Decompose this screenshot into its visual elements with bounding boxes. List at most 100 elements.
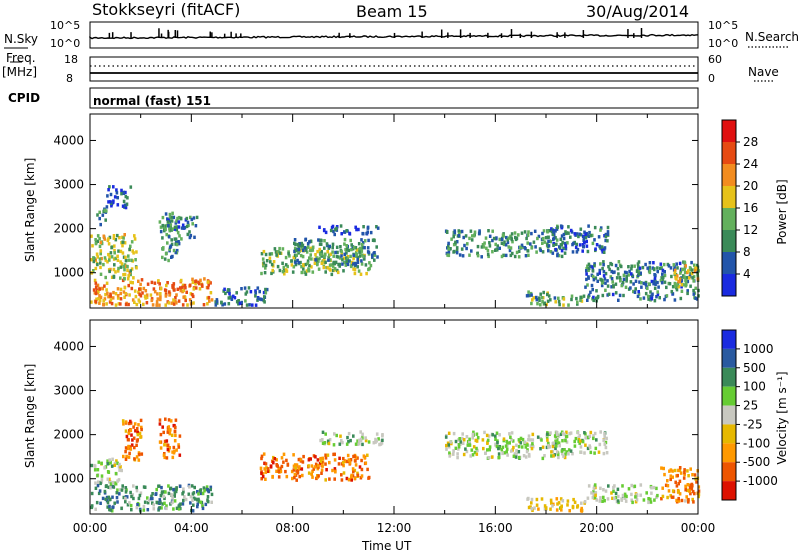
data-cell	[682, 260, 685, 264]
velocity-region-3	[158, 417, 182, 460]
data-cell	[103, 256, 107, 260]
velocity-colorbar-frame	[721, 329, 737, 501]
data-cell	[551, 251, 555, 255]
data-cell	[350, 475, 353, 479]
data-cell	[550, 227, 553, 231]
data-cell	[630, 272, 633, 276]
power-colorbar-segment	[722, 164, 736, 186]
data-cell	[560, 504, 563, 508]
data-cell	[689, 284, 692, 288]
data-cell	[683, 472, 686, 477]
data-cell	[126, 503, 130, 507]
data-cell	[510, 431, 514, 435]
data-cell	[689, 491, 692, 496]
data-cell	[294, 260, 297, 265]
data-cell	[306, 259, 310, 263]
data-cell	[612, 485, 615, 490]
data-cell	[559, 243, 563, 247]
data-cell	[611, 280, 614, 284]
data-cell	[562, 236, 566, 241]
data-cell	[657, 285, 660, 289]
data-cell	[336, 268, 339, 273]
data-cell	[135, 455, 139, 459]
data-cell	[131, 298, 135, 302]
data-cell	[288, 254, 291, 258]
data-cell	[116, 269, 120, 273]
data-cell	[647, 297, 650, 301]
data-cell	[567, 303, 570, 307]
data-cell	[156, 292, 159, 296]
data-cell	[644, 262, 647, 267]
data-cell	[444, 435, 448, 439]
data-cell	[555, 437, 559, 442]
data-cell	[529, 438, 532, 442]
data-cell	[521, 245, 524, 249]
data-cell	[603, 435, 606, 439]
data-cell	[310, 464, 314, 468]
data-cell	[475, 446, 478, 451]
data-cell	[108, 255, 111, 259]
data-cell	[119, 465, 122, 469]
power-region-10	[444, 229, 569, 259]
data-cell	[301, 246, 304, 250]
data-cell	[519, 441, 523, 445]
data-cell	[97, 460, 101, 464]
data-cell	[461, 436, 464, 441]
data-cell	[494, 434, 497, 438]
data-cell	[94, 285, 98, 290]
data-cell	[505, 235, 508, 240]
power-colorbar-segment	[722, 120, 736, 142]
data-cell	[275, 458, 278, 462]
data-cell	[301, 243, 305, 247]
data-cell	[98, 244, 102, 249]
data-cell	[118, 492, 121, 496]
data-cell	[192, 496, 196, 500]
data-cell	[329, 228, 333, 233]
data-cell	[546, 235, 550, 239]
data-cell	[132, 484, 135, 488]
freq-tick-bottom: 8	[66, 72, 73, 85]
data-cell	[106, 459, 109, 463]
data-cell	[104, 484, 108, 489]
data-cell	[555, 450, 559, 454]
power-colorbar-tick-label: 8	[743, 245, 751, 259]
data-cell	[207, 295, 211, 300]
data-cell	[142, 286, 146, 291]
data-cell	[363, 246, 366, 250]
data-cell	[323, 239, 326, 243]
data-cell	[473, 450, 477, 455]
power-colorbar-tick-label: 16	[743, 201, 758, 215]
data-cell	[125, 454, 128, 459]
data-cell	[323, 257, 326, 261]
data-cell	[235, 291, 238, 295]
data-cell	[170, 492, 173, 497]
data-cell	[107, 495, 111, 499]
data-cell	[335, 433, 338, 438]
data-cell	[555, 431, 559, 435]
data-cell	[163, 496, 166, 501]
data-cell	[328, 438, 332, 442]
data-cell	[168, 428, 172, 433]
data-cell	[151, 501, 154, 505]
data-cell	[110, 301, 114, 306]
data-cell	[634, 500, 638, 504]
data-cell	[319, 242, 323, 246]
data-cell	[123, 233, 126, 237]
data-cell	[563, 251, 567, 255]
x-tick-label: 00:00	[681, 521, 716, 535]
data-cell	[511, 240, 514, 244]
data-cell	[604, 232, 608, 237]
data-cell	[586, 264, 589, 268]
data-cell	[688, 489, 691, 493]
data-cell	[198, 287, 202, 291]
data-cell	[352, 262, 355, 266]
data-cell	[181, 223, 185, 227]
data-cell	[524, 455, 528, 459]
data-cell	[137, 423, 140, 427]
data-cell	[606, 239, 609, 243]
data-cell	[656, 292, 660, 297]
data-cell	[673, 271, 677, 275]
data-cell	[138, 300, 141, 304]
data-cell	[660, 281, 664, 285]
data-cell	[127, 438, 130, 442]
